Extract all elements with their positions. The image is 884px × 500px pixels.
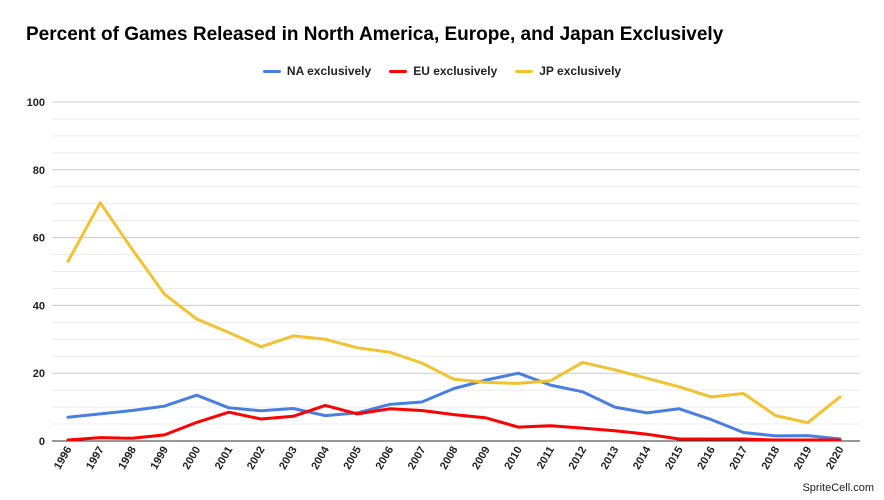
series-line-eu [66, 403, 842, 442]
x-tick-label: 2007 [406, 445, 429, 472]
x-tick-label: 2013 [599, 445, 622, 472]
x-tick-label: 2018 [760, 445, 783, 472]
y-tick-label: 0 [39, 436, 45, 448]
y-tick-label: 100 [27, 97, 45, 109]
legend-label: NA exclusively [286, 64, 372, 78]
y-tick-label: 60 [33, 233, 45, 245]
x-tick-label: 2005 [341, 445, 364, 472]
x-tick-label: 2001 [213, 445, 236, 472]
legend-item-eu: EU exclusively [389, 64, 497, 78]
chart-legend: NA exclusively EU exclusively JP exclusive… [0, 64, 884, 78]
x-tick-label: 2017 [727, 445, 750, 472]
x-tick-label: 2012 [567, 445, 590, 472]
legend-swatch [262, 69, 281, 73]
x-tick-label: 2014 [631, 444, 654, 472]
y-tick-label: 40 [33, 300, 45, 312]
x-tick-label: 1999 [148, 445, 171, 472]
x-tick-label: 2015 [663, 445, 686, 472]
x-tick-label: 2019 [792, 445, 815, 472]
legend-item-jp: JP exclusively [515, 64, 621, 78]
x-tick-label: 2002 [245, 445, 268, 472]
x-tick-label: 2016 [695, 445, 718, 472]
legend-swatch [515, 69, 534, 73]
series-line-jp [66, 201, 842, 425]
x-tick-label: 1997 [84, 445, 107, 472]
x-tick-label: 1998 [116, 445, 139, 472]
legend-label: JP exclusively [539, 64, 622, 78]
watermark: SpriteCell.com [802, 482, 874, 494]
legend-swatch [389, 69, 408, 73]
x-tick-label: 1996 [52, 445, 75, 472]
x-tick-label: 2008 [438, 445, 461, 472]
x-tick-label: 2009 [470, 444, 493, 471]
y-tick-label: 80 [33, 165, 45, 177]
chart-title: Percent of Games Released in North Ameri… [26, 24, 724, 45]
x-tick-label: 2000 [181, 445, 204, 472]
y-tick-label: 20 [33, 368, 45, 380]
series-line-na [66, 371, 842, 441]
x-tick-label: 2020 [824, 445, 847, 472]
legend-item-na: NA exclusively [262, 64, 372, 78]
legend-label: EU exclusively [413, 64, 498, 78]
x-tick-label: 2011 [535, 445, 557, 472]
x-tick-label: 2010 [502, 445, 525, 472]
x-tick-label: 2003 [277, 445, 300, 472]
x-tick-label: 2006 [374, 445, 397, 472]
x-tick-label: 2004 [309, 444, 332, 472]
